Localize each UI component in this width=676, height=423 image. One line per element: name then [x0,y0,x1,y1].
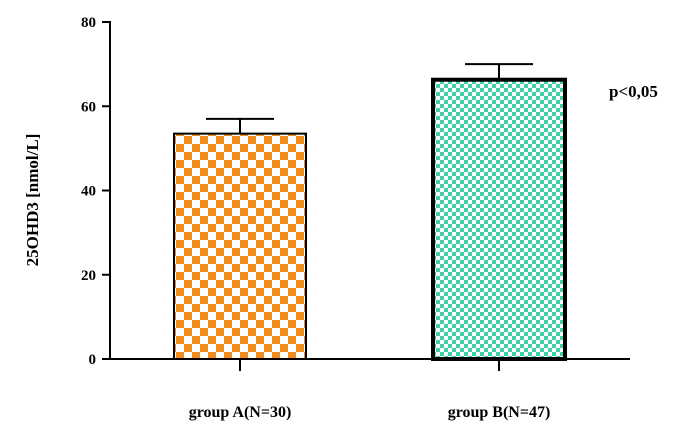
error-bars [206,63,533,134]
y-tick-label: 0 [89,352,97,368]
y-tick-label: 60 [81,99,96,115]
y-tick-label: 40 [81,184,96,200]
bar [173,132,307,360]
category-labels: group A(N=30) group B(N=47) [189,404,551,421]
bars [173,77,567,362]
x-tick-label: group A(N=30) [189,404,292,421]
p-value-annotation: p<0,05 [609,82,658,101]
y-tick-label: 80 [81,15,96,31]
y-ticks: 0 20 40 60 80 [81,15,110,368]
y-axis-title: 25OHD3 [nmol/L] [23,134,42,267]
x-tick-label: group B(N=47) [448,404,551,421]
bar [431,77,567,362]
y-tick-label: 20 [81,268,96,284]
